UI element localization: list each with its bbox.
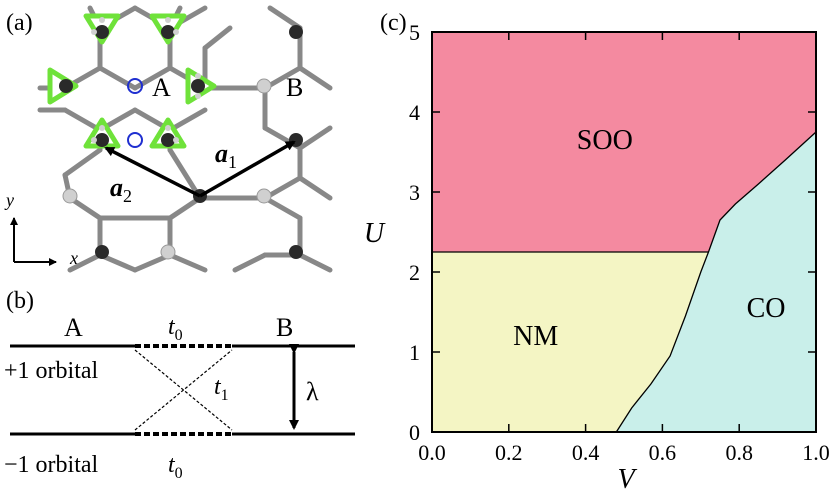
region-nm [432,252,709,432]
orbital-minus-label: −1 orbital [4,452,99,478]
panel-a: (a) [4,5,333,273]
site-b-heading: B [276,313,293,342]
y-tick-label: 3 [409,180,420,205]
y-axis-label: y [4,190,14,210]
orbital-plus-label: +1 orbital [4,358,99,384]
x-tick-label: 0.8 [725,440,753,465]
y-tick-label: 0 [409,420,420,445]
y-tick-label: 1 [409,340,420,365]
x-tick-label: 0.0 [418,440,446,465]
panel-a-label: (a) [6,10,33,36]
t0-bottom-label: t0 [168,452,183,482]
x-tick-label: 0.2 [495,440,523,465]
panel-b: (b) A B t0 t1 λ +1 orbital −1 orbital t0 [4,288,355,482]
phase-diagram: 0.0 0.2 0.4 0.6 0.8 1.0 0 1 2 3 4 5 V U SOO NM CO [364,20,830,491]
region-label-soo: SOO [577,125,633,156]
site-a-label: A [152,73,171,102]
lambda-label: λ [306,377,319,406]
site-b-label: B [286,73,303,102]
region-label-nm: NM [513,321,558,352]
lattice-bonds [37,5,333,273]
panel-c-label: (c) [380,10,407,36]
region-soo [432,32,816,252]
vector-a2-arrow [104,146,201,198]
x-tick-label: 0.6 [649,440,677,465]
plot-frame [431,31,817,433]
y-axis-title: U [364,218,386,249]
x-tick-label: 1.0 [802,440,830,465]
site-b-marker [127,132,143,148]
panel-c: (c) 0.0 0.2 0.4 0.6 0.8 1.0 0 1 2 3 4 5 V U SOO NM CO [364,10,830,491]
region-co [616,132,816,432]
t1-label: t1 [214,374,229,404]
region-label-co: CO [747,293,786,324]
vector-a1-arrow [199,140,296,198]
y-tick-label: 2 [409,260,420,285]
panel-b-label: (b) [6,288,34,314]
site-a-marker [127,78,143,94]
t1-cross-2 [134,349,233,431]
x-axis-title: V [617,464,637,491]
t0-top-label: t0 [168,314,183,344]
lattice-sites [59,17,303,260]
boundary-co [615,131,817,433]
y-tick-label: 4 [409,100,420,125]
site-a-heading: A [64,313,83,342]
vector-a2-label: a2 [110,173,132,206]
y-tick-label: 5 [409,20,420,45]
x-axis-label: x [69,248,78,268]
vector-a1-label: a1 [215,139,237,172]
x-tick-label: 0.4 [572,440,600,465]
